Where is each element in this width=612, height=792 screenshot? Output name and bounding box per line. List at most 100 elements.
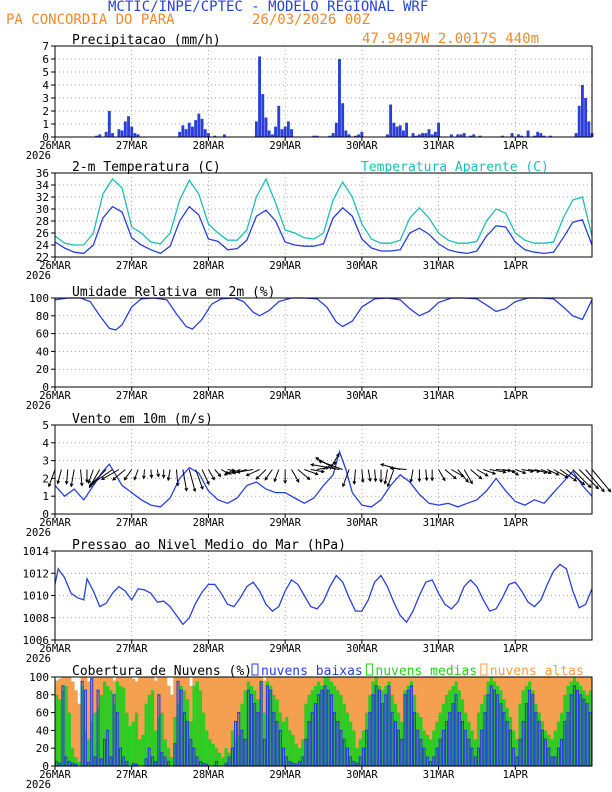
cloud-mid-bar	[227, 752, 232, 766]
wind-arrow-head	[368, 478, 372, 483]
precip-bar	[315, 135, 319, 137]
wind-arrow-head	[379, 479, 383, 484]
precip-bar	[213, 135, 217, 137]
header-run-date: 26/03/2026 00Z	[252, 12, 371, 28]
cloud-mid-bar	[147, 694, 152, 766]
wind-arrow	[489, 469, 506, 473]
y-tick-label: 2	[42, 105, 49, 118]
cloud-mid-bar	[467, 721, 471, 766]
cloud-high-bar	[74, 690, 78, 766]
precip-bar	[462, 133, 466, 137]
header-location: PA CONCORDIA DO PARA	[6, 12, 175, 28]
cloud-mid-bar	[112, 703, 117, 766]
cloud-mid-bar	[480, 703, 484, 766]
cloud-mid-bar	[384, 685, 388, 766]
cloud-mid-bar	[122, 687, 126, 766]
cloud-mid-bar	[297, 748, 302, 766]
cloud-mid-bar	[569, 681, 574, 766]
cloud-mid-bar	[544, 730, 548, 766]
wind-arrow-head	[149, 474, 154, 479]
y-tick-label: 4	[42, 79, 49, 92]
cloud-mid-bar	[496, 685, 500, 766]
y-tick-label: 34	[36, 179, 50, 192]
cloud-mid-bar	[428, 739, 433, 766]
cloud-high-bar	[473, 677, 478, 766]
x-tick-label: 1APR	[503, 260, 529, 272]
legend-orange: nuvens altas	[490, 664, 584, 679]
wind-arrow-head	[91, 481, 95, 485]
cloud-mid-bar	[243, 690, 248, 766]
panel-frame	[54, 676, 593, 767]
wind-arrow	[463, 469, 473, 484]
wind-arrow-head	[465, 478, 469, 483]
wind-arrow	[66, 469, 69, 484]
wind-arrow-head	[318, 459, 323, 464]
precip-bar	[254, 121, 258, 137]
cloud-mid-bar	[397, 712, 401, 766]
precip-bar	[427, 129, 431, 137]
cloud-mid-bar	[521, 690, 526, 766]
precip-bar	[328, 135, 332, 137]
wind-arrow-head	[283, 480, 288, 485]
precip-bar	[187, 122, 191, 137]
y-tick-label: 1006	[23, 634, 50, 647]
y-tick-label: 6	[42, 53, 49, 66]
wind-arrow	[390, 467, 407, 470]
precip-bar	[533, 135, 536, 137]
precip-bar	[136, 134, 140, 137]
cloud-mid-bar	[448, 690, 452, 766]
wind-arrow-head	[245, 472, 250, 477]
cloud-mid-bar	[435, 721, 439, 766]
wind-arrow-head	[547, 470, 552, 475]
cloud-high-bar	[77, 703, 81, 766]
wind-arrow-head	[206, 481, 210, 486]
wind-arrow-head	[341, 483, 346, 488]
wind-arrow	[112, 469, 126, 481]
cloud-mid-bar	[86, 739, 91, 766]
wind-arrow-head	[236, 470, 241, 474]
precip-bar	[584, 98, 588, 137]
y-tick-label: 4	[42, 437, 49, 450]
cloud-mid-bar	[483, 694, 487, 766]
precip-bar	[191, 126, 194, 137]
cloud-mid-bar	[588, 690, 593, 766]
y-tick-label: 40	[36, 345, 49, 358]
cloud-mid-bar	[58, 699, 62, 766]
wind-arrow-head	[123, 476, 128, 481]
precip-bar	[392, 122, 396, 137]
y-tick-label: 1	[42, 118, 49, 131]
precip-bar	[501, 135, 504, 137]
wind-arrow	[256, 469, 267, 480]
panel-frame	[54, 45, 593, 138]
precip-bar	[421, 133, 425, 137]
cloud-mid-bar	[272, 694, 276, 766]
wind-arrow-head	[161, 474, 166, 479]
wind-arrow-head	[564, 474, 569, 479]
x-tick-label: 28MAR	[193, 140, 225, 152]
wind-arrow-head	[255, 476, 260, 480]
cloud-mid-bar	[451, 685, 455, 766]
x-tick-label: 29MAR	[269, 390, 301, 402]
x-tick-label: 31MAR	[423, 769, 455, 781]
y-tick-label: 20	[36, 363, 49, 376]
wind-arrow	[572, 469, 591, 488]
series-line-blue	[54, 297, 593, 331]
wind-arrow-head	[502, 470, 507, 474]
y-tick-label: 2	[42, 472, 49, 485]
panel-title: Vento em 10m (m/s)	[72, 412, 213, 427]
wind-arrow-head	[492, 471, 497, 475]
cloud-mid-bar	[294, 743, 299, 766]
precip-bar	[341, 103, 345, 137]
x-tick-label: 29MAR	[269, 140, 301, 152]
cloud-mid-bar	[285, 717, 289, 766]
y-tick-label: 0	[42, 381, 49, 394]
cloud-high-bar	[294, 677, 299, 766]
cloud-mid-bar	[99, 694, 104, 766]
cloud-high-bar	[83, 677, 88, 766]
cloud-high-bar	[230, 677, 235, 766]
cloud-mid-bar	[102, 681, 107, 766]
wind-arrow-head	[555, 472, 560, 476]
cloud-mid-bar	[246, 681, 251, 766]
precip-bar	[536, 131, 540, 137]
